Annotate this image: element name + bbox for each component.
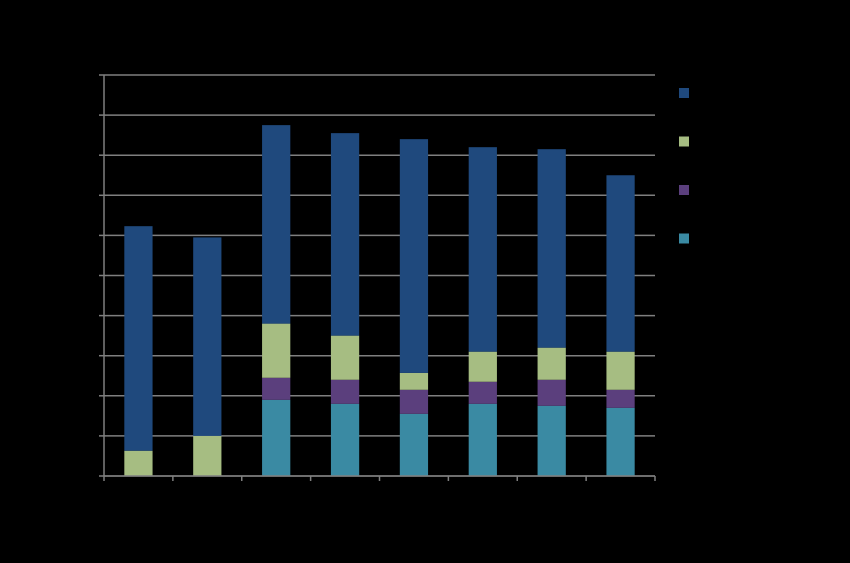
bar-segment-series-1-cat-2 xyxy=(262,377,291,400)
bar-segment-series-1-cat-6 xyxy=(537,379,566,406)
bar-segment-series-2-cat-6 xyxy=(537,347,566,380)
legend xyxy=(679,88,689,244)
legend-swatch-series-3 xyxy=(679,88,689,98)
axes xyxy=(99,74,656,481)
bars xyxy=(124,125,635,476)
bar-segment-series-2-cat-5 xyxy=(468,351,497,382)
bar-segment-series-3-cat-0 xyxy=(124,226,153,451)
bar-segment-series-0-cat-4 xyxy=(399,413,429,476)
bar-segment-series-2-cat-2 xyxy=(262,323,291,378)
bar-segment-series-2-cat-0 xyxy=(124,450,153,476)
bar-segment-series-3-cat-1 xyxy=(193,237,222,436)
bar-segment-series-2-cat-4 xyxy=(399,372,429,390)
bar-segment-series-3-cat-5 xyxy=(468,147,497,352)
bar-segment-series-2-cat-3 xyxy=(330,335,360,380)
bar-segment-series-2-cat-1 xyxy=(193,435,222,476)
bar-segment-series-1-cat-3 xyxy=(330,379,360,404)
bar-segment-series-2-cat-7 xyxy=(606,351,635,390)
bar-segment-series-0-cat-6 xyxy=(537,405,566,476)
bar-segment-series-1-cat-5 xyxy=(468,381,497,404)
bar-segment-series-0-cat-5 xyxy=(468,403,497,476)
bar-segment-series-1-cat-7 xyxy=(606,389,635,408)
legend-swatch-series-1 xyxy=(679,185,689,195)
bar-segment-series-3-cat-4 xyxy=(399,139,429,373)
gridlines xyxy=(104,74,655,477)
bar-segment-series-0-cat-2 xyxy=(262,399,291,476)
bar-segment-series-3-cat-7 xyxy=(606,175,635,352)
bar-segment-series-3-cat-6 xyxy=(537,149,566,348)
bar-segment-series-0-cat-7 xyxy=(606,407,635,476)
bar-segment-series-1-cat-4 xyxy=(399,389,429,414)
bar-segment-series-3-cat-3 xyxy=(330,133,360,336)
bar-segment-series-0-cat-3 xyxy=(330,403,360,476)
legend-swatch-series-2 xyxy=(679,136,689,147)
legend-swatch-series-0 xyxy=(679,233,689,244)
bar-segment-series-3-cat-2 xyxy=(262,125,291,324)
